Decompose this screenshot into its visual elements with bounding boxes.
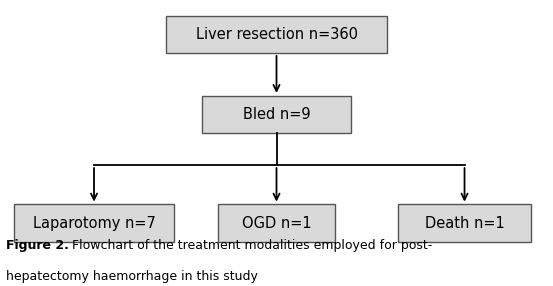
FancyBboxPatch shape xyxy=(202,96,351,133)
Text: Liver resection n=360: Liver resection n=360 xyxy=(196,27,357,42)
FancyBboxPatch shape xyxy=(398,204,531,242)
Text: Death n=1: Death n=1 xyxy=(425,216,504,231)
Text: hepatectomy haemorrhage in this study: hepatectomy haemorrhage in this study xyxy=(6,270,257,283)
Text: Flowchart of the treatment modalities employed for post-: Flowchart of the treatment modalities em… xyxy=(69,239,433,252)
Text: Bled n=9: Bled n=9 xyxy=(243,107,310,122)
FancyBboxPatch shape xyxy=(218,204,335,242)
FancyBboxPatch shape xyxy=(14,204,174,242)
FancyBboxPatch shape xyxy=(166,16,387,53)
Text: Figure 2.: Figure 2. xyxy=(6,239,69,252)
Text: Laparotomy n=7: Laparotomy n=7 xyxy=(33,216,155,231)
Text: OGD n=1: OGD n=1 xyxy=(242,216,311,231)
